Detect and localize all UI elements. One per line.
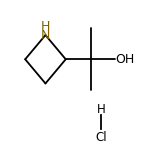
Text: Cl: Cl <box>95 131 107 144</box>
Text: OH: OH <box>116 53 135 66</box>
Text: H: H <box>97 103 105 117</box>
Text: H: H <box>41 20 50 33</box>
Text: N: N <box>41 29 50 42</box>
